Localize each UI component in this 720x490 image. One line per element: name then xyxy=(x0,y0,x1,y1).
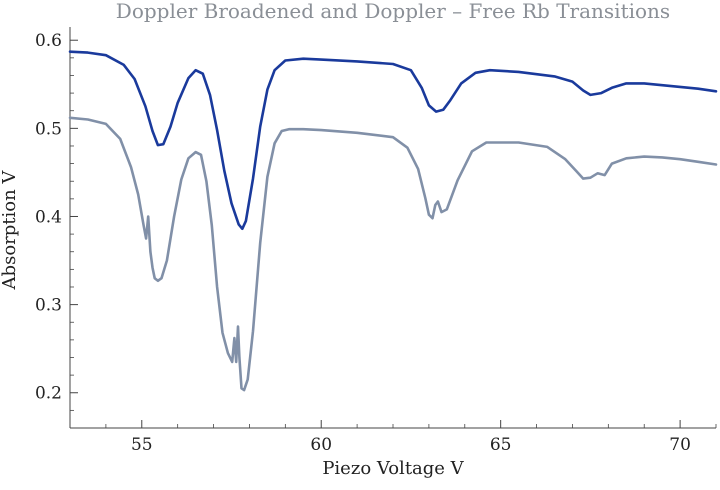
y-tick-label: 0.4 xyxy=(35,207,62,227)
series-line-2 xyxy=(68,116,718,392)
y-tick-label: 0.3 xyxy=(35,296,62,316)
y-axis-label: Absorption V xyxy=(0,170,20,291)
y-tick-label: 0.6 xyxy=(35,31,62,51)
plot-frame xyxy=(69,27,716,429)
chart-title: Doppler Broadened and Doppler – Free Rb … xyxy=(116,0,670,23)
y-tick-label: 0.2 xyxy=(35,384,62,404)
series-lines xyxy=(68,50,718,392)
series-line-1 xyxy=(68,50,718,231)
x-tick-label: 55 xyxy=(131,435,153,455)
x-tick-label: 60 xyxy=(310,435,332,455)
axis-ticks: 55 60 65 70 0.2 0.3 0.4 0.5 0.6 xyxy=(35,31,717,455)
x-axis-label: Piezo Voltage V xyxy=(322,458,464,479)
x-tick-label: 65 xyxy=(490,435,512,455)
x-tick-label: 70 xyxy=(669,435,691,455)
y-tick-label: 0.5 xyxy=(35,119,62,139)
